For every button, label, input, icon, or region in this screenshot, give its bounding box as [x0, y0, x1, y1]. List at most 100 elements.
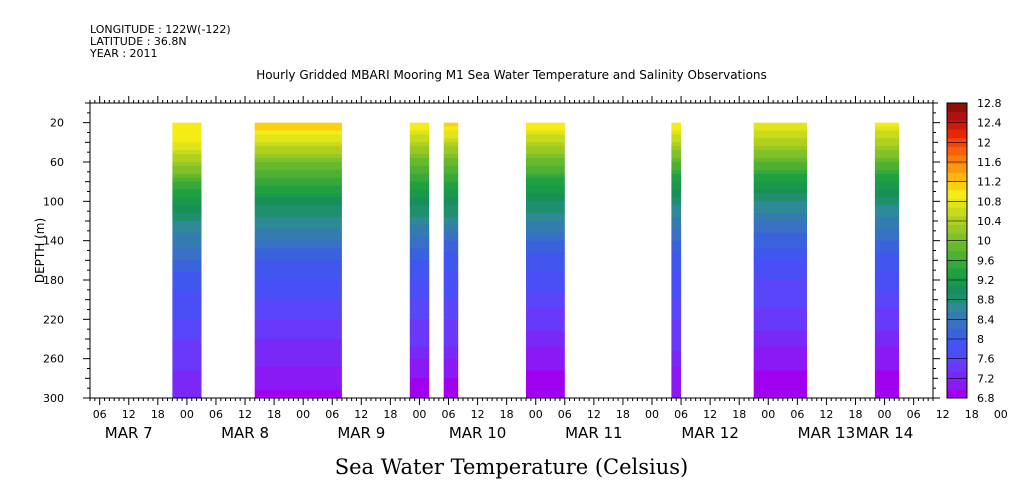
data-cell	[172, 303, 202, 309]
data-cell	[409, 358, 430, 364]
data-cell	[753, 390, 807, 395]
data-cell	[671, 378, 682, 383]
data-cell	[671, 205, 682, 210]
data-cell	[753, 138, 807, 143]
data-cell	[254, 162, 342, 167]
data-cell	[443, 138, 459, 143]
data-cell	[443, 165, 459, 171]
data-cell	[443, 130, 459, 135]
data-cell	[526, 323, 565, 328]
data-cell	[172, 150, 202, 155]
data-cell	[753, 272, 807, 277]
x-axis-title: Sea Water Temperature (Celsius)	[334, 455, 689, 479]
colorbar-swatch	[947, 163, 967, 173]
data-cell	[526, 221, 565, 226]
data-cell	[254, 335, 342, 340]
data-cell	[526, 177, 565, 183]
colorbar-label: 9.6	[977, 254, 995, 267]
data-cell	[874, 374, 900, 379]
x-hour-label: 18	[267, 408, 281, 421]
data-cell	[172, 323, 202, 328]
data-cell	[443, 217, 459, 222]
colorbar-swatch	[947, 155, 967, 165]
data-cell	[753, 177, 807, 183]
data-cell	[172, 350, 202, 356]
data-cell	[409, 169, 430, 175]
data-cell	[443, 256, 459, 261]
data-cell	[409, 126, 430, 132]
data-cell	[874, 142, 900, 147]
data-cell	[753, 169, 807, 175]
data-cell	[172, 268, 202, 273]
x-date-label: MAR 8	[221, 424, 269, 442]
data-cell	[254, 197, 342, 202]
data-cell	[526, 197, 565, 202]
data-cell	[409, 354, 430, 360]
colorbar-swatch	[947, 129, 967, 139]
data-cell	[753, 252, 807, 257]
data-cell	[874, 280, 900, 285]
data-cell	[254, 346, 342, 352]
y-tick-label: 300	[43, 392, 64, 405]
data-cell	[409, 307, 430, 312]
data-cell	[526, 358, 565, 364]
data-cell	[443, 307, 459, 312]
data-cell	[671, 268, 682, 273]
colorbar-swatch	[947, 259, 967, 269]
data-cell	[254, 138, 342, 143]
data-segment	[172, 122, 202, 398]
data-cell	[874, 126, 900, 132]
colorbar: 12.8 12.4 12 11.6 11.2 10.8 10.4 10 9.6 9.2 8.8 8.4…	[946, 97, 1002, 405]
data-cell	[409, 162, 430, 167]
data-cell	[753, 173, 807, 179]
data-cell	[526, 311, 565, 316]
data-cell	[409, 323, 430, 328]
data-cell	[254, 295, 342, 301]
data-cell	[172, 291, 202, 297]
data-cell	[409, 287, 430, 293]
data-cell	[409, 150, 430, 155]
data-cell	[874, 158, 900, 163]
data-cell	[443, 268, 459, 273]
data-cell	[254, 205, 342, 210]
data-cell	[172, 260, 202, 265]
data-cell	[526, 280, 565, 285]
data-cell	[443, 169, 459, 175]
data-cell	[254, 173, 342, 179]
data-cell	[526, 283, 565, 289]
data-cell	[443, 154, 459, 159]
data-cell	[671, 256, 682, 261]
data-cell	[172, 158, 202, 163]
data-cell	[753, 299, 807, 305]
data-cell	[526, 386, 565, 391]
data-cell	[874, 213, 900, 218]
data-cell	[753, 130, 807, 135]
data-segment	[254, 122, 342, 398]
data-cell	[172, 205, 202, 210]
colorbar-label: 9.2	[977, 274, 995, 287]
data-cell	[172, 280, 202, 285]
data-cell	[443, 134, 459, 139]
colorbar-swatch	[947, 103, 967, 113]
data-cell	[753, 280, 807, 285]
data-cell	[671, 126, 682, 132]
data-cell	[172, 236, 202, 242]
data-cell	[172, 276, 202, 281]
data-cell	[874, 287, 900, 293]
data-cell	[443, 327, 459, 332]
y-tick-label: 20	[50, 117, 64, 130]
data-cell	[254, 268, 342, 273]
data-cell	[409, 374, 430, 379]
data-cell	[443, 146, 459, 151]
data-cell	[443, 386, 459, 391]
data-cell	[753, 283, 807, 289]
data-cell	[671, 335, 682, 340]
data-cell	[526, 189, 565, 194]
data-cell	[671, 154, 682, 159]
data-cell	[526, 181, 565, 187]
data-cell	[874, 264, 900, 269]
data-cell	[874, 303, 900, 309]
data-cell	[753, 311, 807, 316]
data-cell	[671, 315, 682, 320]
